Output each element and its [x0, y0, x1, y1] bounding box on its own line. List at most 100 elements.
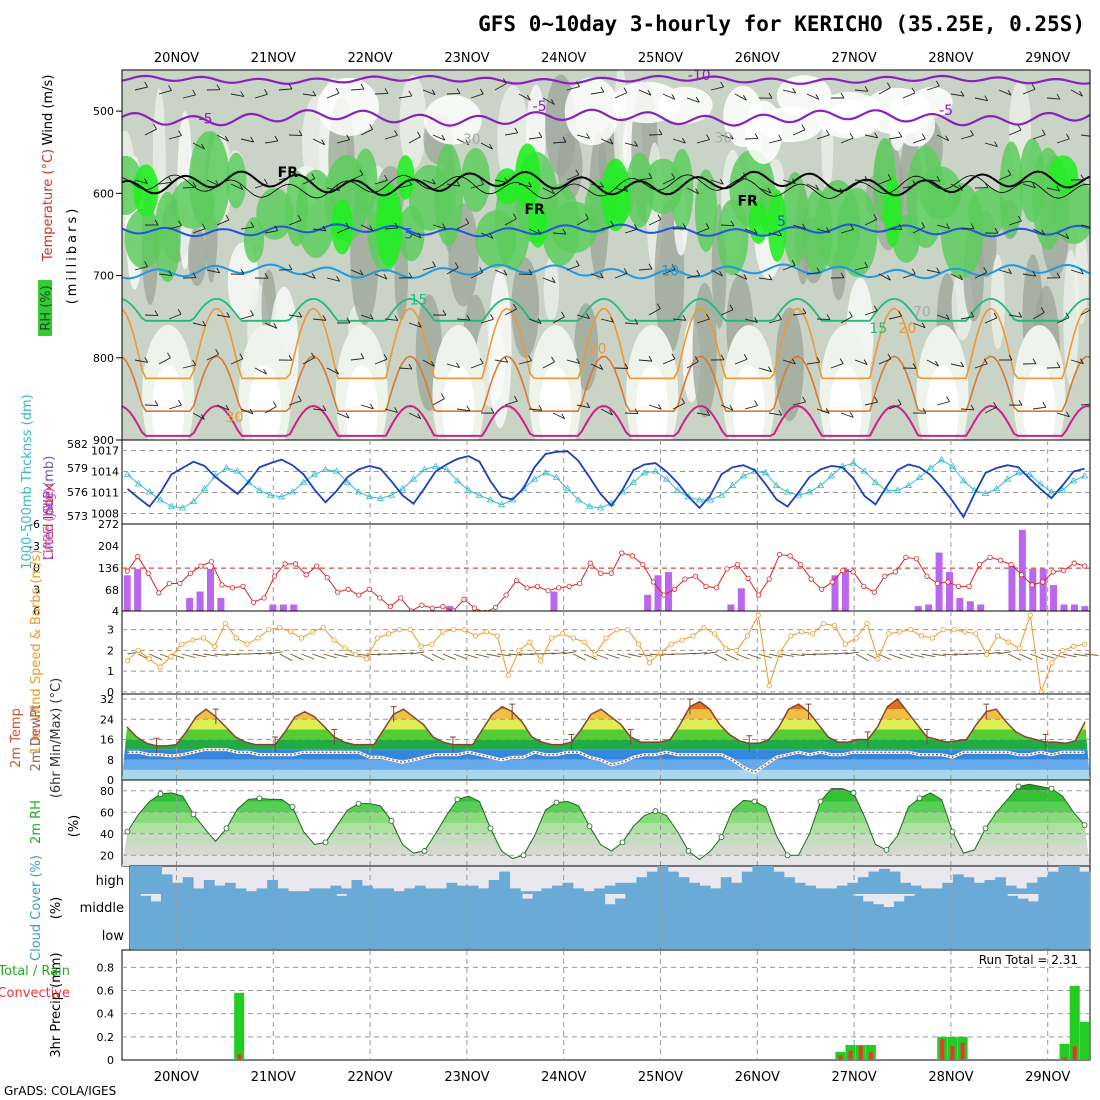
wind-barb	[168, 313, 182, 320]
wind-barb-flag	[1080, 268, 1084, 275]
wind-barb-flag	[1007, 89, 1012, 96]
wind-speed-point	[516, 647, 522, 654]
wind-barb-flag	[1066, 411, 1070, 417]
slp-line	[126, 450, 1085, 519]
cloud-cell	[770, 921, 781, 949]
rh-blob	[187, 227, 207, 286]
rh-blob	[1074, 230, 1089, 325]
lifted-index-point	[734, 561, 741, 568]
tick-label: 573	[67, 510, 88, 523]
cloud-cell	[491, 921, 502, 949]
lifted-index-point	[556, 585, 562, 591]
rh-dry	[895, 103, 936, 147]
wind-barb-flag	[648, 263, 653, 270]
cloud-cell	[831, 893, 843, 921]
cloud-cell	[862, 921, 874, 949]
wind-barb	[240, 138, 254, 143]
wind-barb-flag	[311, 173, 316, 179]
cloud-cell	[563, 921, 575, 949]
upper-ylabel-millibars: (millibars)	[65, 206, 80, 305]
wind-barb	[350, 88, 364, 91]
thickness-point	[981, 489, 990, 497]
cloud-cell	[425, 888, 437, 894]
lifted-index-point	[587, 560, 593, 566]
wind-barb-flag	[416, 131, 421, 137]
wind-speed-point	[701, 624, 707, 631]
wind-barb	[624, 142, 638, 147]
wind-barb-flag	[431, 89, 436, 95]
wind-barb-flag	[743, 172, 747, 178]
wind-speed-point	[886, 631, 892, 637]
cloud-cell	[140, 866, 152, 894]
wind-speed-point	[973, 631, 979, 637]
tick-label: 204	[98, 540, 119, 553]
cloud-cell	[295, 921, 306, 949]
cloud-cell	[203, 880, 215, 894]
contour-label: 5	[777, 214, 786, 230]
thickness-point	[255, 486, 264, 493]
wind-barb	[374, 273, 388, 280]
wind-barb-flag	[682, 223, 687, 229]
isotherm	[122, 404, 1090, 437]
wind-barb-flag	[263, 178, 268, 185]
surface-wind-barb	[420, 653, 434, 662]
wind-barb-flag	[239, 184, 244, 190]
wind-barb-flag	[537, 318, 542, 324]
surface-wind-barb	[486, 653, 501, 658]
date-label-bottom: 20NOV	[154, 1070, 199, 1085]
wind-barb-flag	[874, 396, 879, 403]
thickness-point	[860, 467, 869, 474]
wind-barb-flag	[502, 78, 507, 84]
cloud-cell	[511, 893, 523, 921]
wind-barb	[1046, 187, 1060, 192]
cloud-cell	[404, 888, 416, 894]
cape-bar	[966, 601, 974, 611]
cloud-cell	[214, 885, 226, 894]
wind-barb-flag	[479, 88, 484, 95]
cloud-cell	[398, 893, 410, 921]
precip-convective-bar	[868, 1051, 873, 1060]
wind-barb-flag	[1040, 307, 1045, 313]
lifted-index-point	[745, 575, 751, 581]
wind-speed-point	[690, 633, 696, 639]
rh-moist	[625, 152, 654, 228]
cloud-cell	[1028, 921, 1039, 949]
cloud-cell	[150, 921, 162, 949]
cloud-cell	[520, 891, 532, 894]
thickness-point	[904, 481, 913, 489]
wind-barb	[494, 359, 508, 363]
wind-barb-flag	[1056, 93, 1061, 100]
contour-label: 15	[869, 321, 887, 337]
wind-barb	[840, 137, 854, 144]
cloud-cell	[480, 921, 492, 949]
wind-barb	[638, 359, 652, 362]
cloud-cell	[419, 893, 430, 921]
rh-saturated	[528, 202, 548, 248]
wind-barb	[576, 314, 590, 320]
cloud-cell	[759, 893, 771, 921]
surface-wind-barb	[834, 652, 849, 655]
wind-barb	[782, 89, 796, 94]
wind-barb-flag	[370, 403, 374, 410]
wind-barb-flag	[153, 123, 157, 130]
wind-barb-flag	[384, 175, 388, 181]
cloud-cell	[931, 888, 943, 894]
lifted-index-point	[650, 579, 656, 585]
dewpt-line	[127, 748, 1085, 774]
lifted-index-point	[124, 568, 130, 574]
wind-barb-flag	[513, 303, 517, 310]
wind-barb	[816, 408, 830, 414]
lifted-index-point	[492, 604, 499, 610]
wind-barb-flag	[454, 262, 459, 268]
wind-barb	[614, 92, 628, 99]
wind-barb-flag	[729, 404, 734, 411]
thickness-point	[761, 469, 770, 476]
wind-barb	[816, 318, 831, 320]
wind-barb-flag	[273, 323, 278, 329]
wind-barb-flag	[586, 313, 590, 319]
rh-dry	[423, 95, 482, 145]
wind-barb-flag	[417, 232, 422, 239]
cape-label: CAPE (J/kg)	[42, 488, 57, 560]
thickness-point	[277, 493, 286, 500]
wind-barb-flag	[192, 359, 197, 366]
